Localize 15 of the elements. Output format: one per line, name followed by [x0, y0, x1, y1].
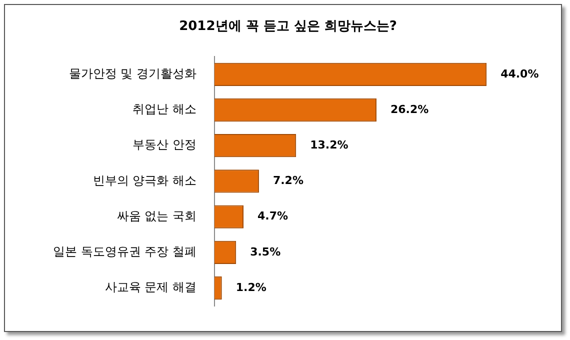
- y-tick-label: 사교육 문제 해결: [104, 280, 196, 294]
- y-tick-label: 일본 독도영유권 주장 철폐: [52, 244, 196, 259]
- y-tick-label: 빈부의 양극화 해소: [92, 173, 196, 188]
- data-label: 7.2%: [272, 174, 304, 188]
- y-tick-label: 부동산 안정: [132, 138, 196, 152]
- y-tick-label: 물가안정 및 경기활성화: [68, 66, 196, 81]
- data-label: 26.2%: [390, 102, 429, 116]
- data-label: 4.7%: [258, 210, 288, 223]
- data-label: 1.2%: [236, 280, 266, 294]
- y-tick-label: 싸움 없는 국회: [116, 208, 196, 223]
- y-tick-label: 취업난 해소: [132, 102, 196, 116]
- chart-title: 2012년에 꼭 듣고 싶은 희망뉴스는?: [179, 19, 397, 34]
- data-label: 44.0%: [500, 67, 539, 80]
- data-label: 13.2%: [310, 138, 348, 152]
- data-label: 3.5%: [250, 245, 281, 258]
